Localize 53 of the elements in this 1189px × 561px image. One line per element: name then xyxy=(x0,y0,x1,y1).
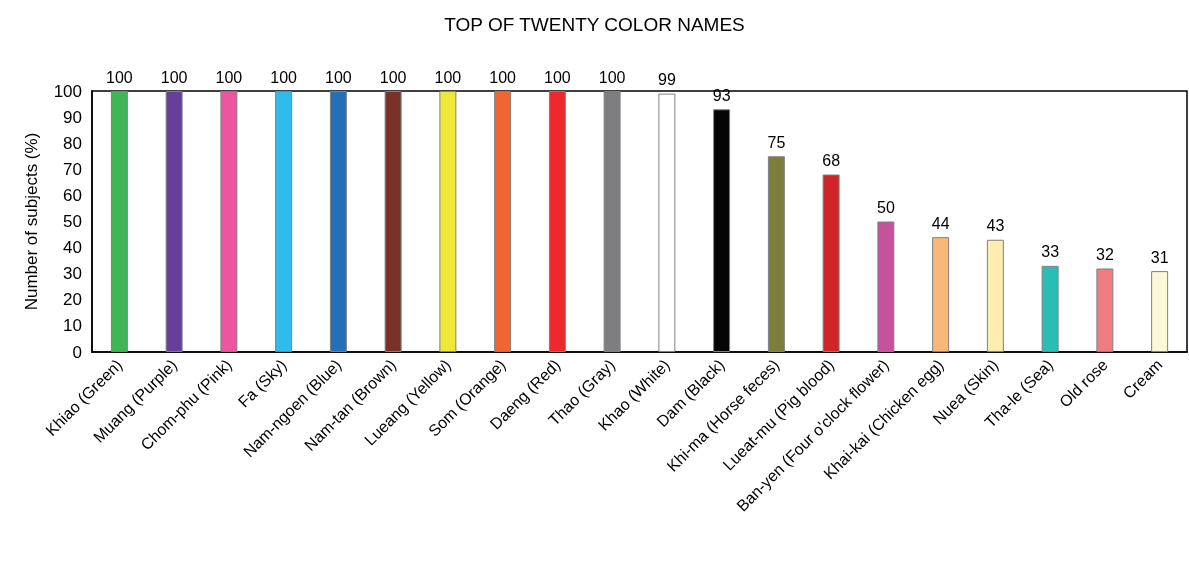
bar xyxy=(767,156,785,352)
y-tick-label: 30 xyxy=(63,264,82,284)
bar xyxy=(384,91,402,352)
data-label: 31 xyxy=(1150,248,1169,266)
chart-title: TOP OF TWENTY COLOR NAMES xyxy=(444,14,745,35)
bar xyxy=(329,91,347,352)
y-tick-label: 40 xyxy=(63,238,82,258)
data-label: 100 xyxy=(379,68,407,86)
data-label: 100 xyxy=(489,68,517,86)
data-label: 99 xyxy=(657,71,676,89)
data-label: 44 xyxy=(931,214,950,232)
x-tick-label: Old rose xyxy=(1056,355,1111,411)
y-tick-label: 100 xyxy=(53,81,82,101)
bar xyxy=(548,91,566,352)
data-label: 100 xyxy=(106,68,133,86)
data-label: 100 xyxy=(434,68,462,86)
bar xyxy=(877,221,895,352)
data-label: 100 xyxy=(598,68,626,86)
y-tick-label: 20 xyxy=(63,290,82,310)
data-label: 43 xyxy=(986,217,1005,235)
bar xyxy=(932,237,950,352)
bar xyxy=(822,174,840,352)
bar xyxy=(275,91,293,352)
data-label: 93 xyxy=(712,86,731,104)
bar xyxy=(603,91,621,352)
data-label: 32 xyxy=(1095,245,1114,263)
y-tick-label: 50 xyxy=(63,212,82,231)
bar xyxy=(1151,271,1169,352)
data-label: 50 xyxy=(876,199,895,216)
bar xyxy=(110,91,128,352)
data-label: 68 xyxy=(822,152,841,170)
bar xyxy=(494,91,512,352)
y-tick-label: 70 xyxy=(63,159,82,179)
y-tick-label: 90 xyxy=(63,107,82,127)
data-label: 75 xyxy=(767,133,786,151)
bar xyxy=(220,91,238,352)
data-label: 33 xyxy=(1041,243,1060,261)
data-label: 100 xyxy=(544,68,571,86)
y-tick-label: 0 xyxy=(72,342,82,362)
y-tick-label: 10 xyxy=(63,316,82,336)
bar xyxy=(986,239,1004,352)
data-label: 100 xyxy=(160,68,188,86)
data-label: 100 xyxy=(270,68,298,86)
bar xyxy=(1096,268,1114,352)
data-label: 100 xyxy=(325,68,352,86)
y-tick-label: 80 xyxy=(63,133,82,153)
bar xyxy=(658,93,676,352)
bar xyxy=(165,91,183,352)
bar xyxy=(1041,265,1059,352)
data-label: 100 xyxy=(215,68,243,86)
y-tick-label: 60 xyxy=(63,185,82,205)
bar xyxy=(439,91,457,352)
y-axis-title: Number of subjects (%) xyxy=(22,132,41,311)
